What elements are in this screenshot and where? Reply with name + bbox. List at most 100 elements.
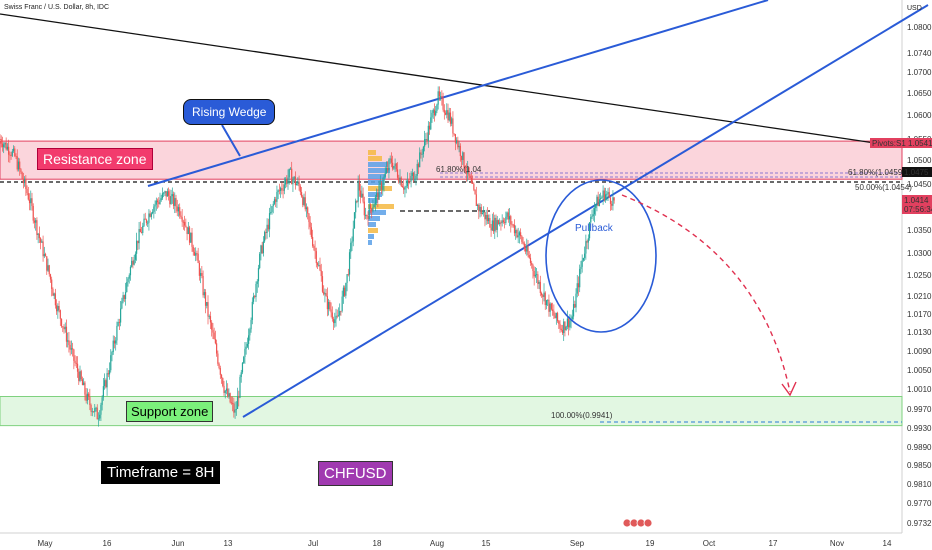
- candle-103: [126, 276, 128, 293]
- candle-body: [331, 312, 333, 319]
- candle-body: [312, 236, 314, 246]
- candle-body: [421, 154, 423, 155]
- candle-body: [561, 329, 564, 334]
- candle-body: [598, 199, 600, 206]
- candle-body: [127, 278, 129, 283]
- candle-body: [521, 236, 523, 242]
- candle-481: [591, 209, 593, 220]
- candle-body: [80, 371, 82, 380]
- candle-body: [44, 254, 47, 257]
- candle-458: [563, 318, 565, 341]
- candle-body: [291, 168, 293, 185]
- candle-body: [425, 139, 427, 140]
- candle-body: [120, 308, 122, 323]
- resistance-zone-label: Resistance zone: [37, 148, 153, 170]
- candle-315: [387, 161, 389, 173]
- x-tick-label-9: 19: [646, 539, 655, 548]
- candle-140: [171, 187, 173, 204]
- candle-6: [6, 143, 8, 151]
- candle-392: [481, 210, 484, 215]
- candle-216: [265, 228, 267, 240]
- candle-175: [214, 330, 216, 345]
- candle-body: [440, 96, 442, 97]
- candle-body: [494, 217, 496, 232]
- candle-body: [601, 197, 603, 199]
- candle-200: [245, 342, 247, 355]
- candle-401: [492, 212, 495, 234]
- candle-body: [337, 315, 340, 317]
- candle-body: [532, 264, 534, 272]
- y-tick-label-18: 0.9930: [907, 424, 932, 433]
- candle-466: [572, 296, 575, 320]
- candle-body: [281, 188, 283, 190]
- candle-body: [240, 372, 242, 378]
- candle-body: [79, 371, 81, 381]
- candle-body: [213, 332, 215, 340]
- candle-448: [550, 302, 552, 311]
- volume-profile-bar-4: [368, 174, 386, 179]
- candle-147: [180, 211, 182, 220]
- candle-body: [163, 192, 165, 194]
- candle-483: [593, 202, 596, 223]
- candle-445: [547, 299, 549, 307]
- candle-53: [64, 322, 66, 333]
- candle-body: [478, 204, 480, 212]
- candle-body: [63, 327, 65, 330]
- candle-body: [510, 216, 512, 225]
- candle-body: [58, 306, 60, 311]
- candle-350: [430, 109, 432, 131]
- price-label-1: 1.0475: [904, 168, 929, 177]
- candle-273: [335, 308, 337, 327]
- candle-488: [600, 192, 602, 202]
- candle-body: [106, 373, 108, 388]
- candle-214: [262, 236, 264, 257]
- candle-14: [16, 149, 18, 172]
- candle-body: [161, 193, 164, 199]
- candle-106: [129, 265, 132, 281]
- candle-body: [326, 296, 328, 310]
- candle-349: [428, 121, 431, 135]
- candle-body: [310, 227, 312, 237]
- candle-body: [419, 152, 421, 168]
- y-tick-label-15: 1.0050: [907, 366, 932, 375]
- candle-body: [355, 200, 357, 213]
- candle-body: [52, 288, 54, 296]
- candle-462: [568, 318, 570, 336]
- candle-body: [392, 162, 394, 169]
- candle-body: [572, 304, 575, 317]
- candle-499: [613, 197, 615, 204]
- candle-170: [208, 314, 210, 320]
- candle-body: [227, 388, 229, 397]
- symbol-label: CHFUSD: [318, 461, 393, 486]
- candle-138: [169, 189, 171, 208]
- candle-body: [481, 213, 484, 214]
- candle-body: [283, 184, 285, 191]
- candle-body: [329, 301, 331, 310]
- candle-90: [110, 349, 112, 373]
- candle-137: [168, 187, 170, 201]
- candle-body: [600, 198, 602, 200]
- candle-263: [323, 285, 325, 296]
- y-tick-label-4: 1.0600: [907, 111, 932, 120]
- candle-277: [340, 310, 342, 316]
- candle-body: [195, 253, 197, 256]
- candle-body: [376, 193, 378, 198]
- candle-68: [83, 378, 85, 386]
- candle-381: [468, 167, 470, 180]
- candle-body: [4, 142, 6, 145]
- candle-body: [340, 310, 342, 312]
- candle-329: [404, 185, 406, 198]
- candle-body: [155, 200, 157, 205]
- candle-476: [585, 234, 587, 260]
- candle-490: [602, 185, 604, 205]
- candle-body: [590, 216, 592, 223]
- candle-89: [108, 362, 111, 380]
- candle-141: [172, 191, 175, 210]
- candle-body: [366, 215, 368, 217]
- candle-body: [209, 316, 212, 323]
- candle-267: [328, 298, 330, 316]
- candle-body: [16, 156, 18, 170]
- candle-body: [78, 371, 80, 381]
- candle-body: [606, 193, 608, 195]
